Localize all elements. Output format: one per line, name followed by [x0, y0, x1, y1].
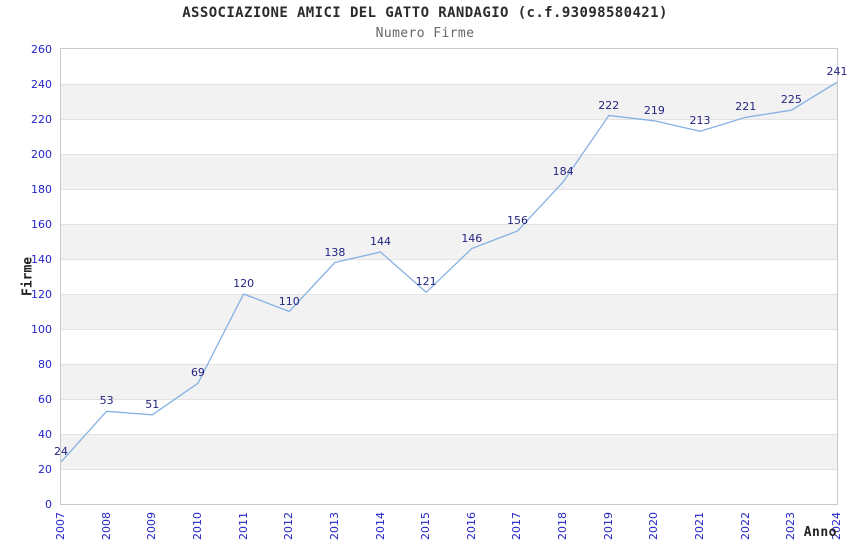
grid-line: [61, 329, 837, 330]
x-tick-label: 2018: [556, 512, 570, 540]
x-tick-label: 2013: [327, 512, 341, 540]
x-tick-label: 2023: [784, 512, 798, 540]
grid-line: [61, 154, 837, 155]
grid-line: [61, 399, 837, 400]
grid-line: [61, 469, 837, 470]
chart-subtitle: Numero Firme: [375, 26, 475, 41]
x-axis-title: Anno: [803, 525, 837, 540]
x-tick-label: 2022: [738, 512, 752, 540]
x-tick-label: 2010: [190, 512, 204, 540]
grid-line: [61, 434, 837, 435]
chart-title: ASSOCIAZIONE AMICI DEL GATTO RANDAGIO (c…: [182, 5, 668, 21]
x-tick-label: 2012: [282, 512, 296, 540]
x-tick-label: 2011: [236, 512, 250, 540]
grid-band: [61, 364, 837, 399]
x-tick-label: 2020: [647, 512, 661, 540]
grid-band: [61, 154, 837, 189]
grid-line: [61, 224, 837, 225]
grid-line: [61, 364, 837, 365]
grid-line: [61, 294, 837, 295]
y-axis-title: Firme: [20, 256, 36, 297]
plot-area: [60, 48, 838, 505]
x-tick-label: 2015: [419, 512, 433, 540]
grid-line: [61, 259, 837, 260]
x-tick-label: 2009: [145, 512, 159, 540]
grid-line: [61, 189, 837, 190]
x-tick-label: 2014: [373, 512, 387, 540]
grid-line: [61, 119, 837, 120]
x-tick-label: 2008: [99, 512, 113, 540]
line-series: [61, 81, 837, 463]
grid-band: [61, 294, 837, 329]
grid-line: [61, 84, 837, 85]
x-tick-label: 2017: [510, 512, 524, 540]
grid-band: [61, 434, 837, 469]
x-tick-label: 2021: [693, 512, 707, 540]
x-tick-label: 2007: [54, 512, 67, 540]
x-tick-label: 2019: [601, 512, 615, 540]
grid-band: [61, 84, 837, 119]
x-tick-label: 2016: [464, 512, 478, 540]
grid-band: [61, 224, 837, 259]
series-line-path: [61, 81, 837, 463]
